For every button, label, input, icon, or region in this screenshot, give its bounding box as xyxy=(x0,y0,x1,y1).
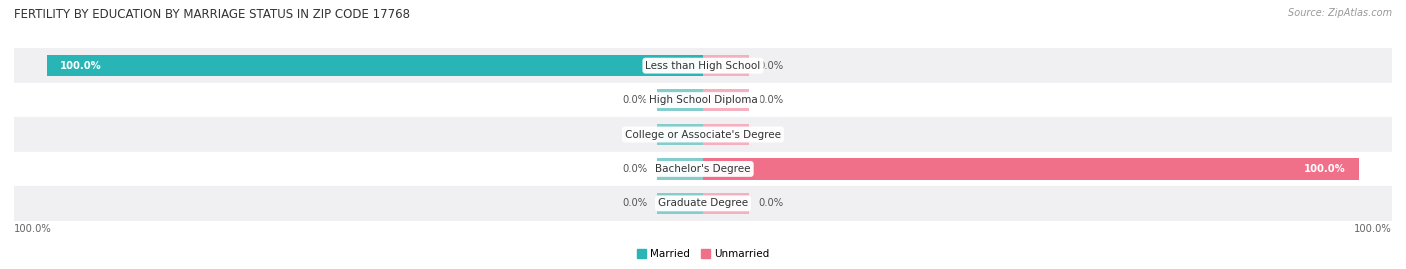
Text: 0.0%: 0.0% xyxy=(759,95,785,105)
Bar xyxy=(46,55,703,76)
Text: 0.0%: 0.0% xyxy=(621,95,647,105)
Text: Less than High School: Less than High School xyxy=(645,61,761,71)
Bar xyxy=(703,89,749,111)
Text: High School Diploma: High School Diploma xyxy=(648,95,758,105)
Bar xyxy=(14,117,1392,152)
Bar xyxy=(657,158,703,180)
Text: Bachelor's Degree: Bachelor's Degree xyxy=(655,164,751,174)
Bar xyxy=(657,124,703,145)
Bar xyxy=(657,193,703,214)
Text: 0.0%: 0.0% xyxy=(621,129,647,140)
Text: 100.0%: 100.0% xyxy=(1354,224,1392,234)
Bar xyxy=(14,152,1392,186)
Text: FERTILITY BY EDUCATION BY MARRIAGE STATUS IN ZIP CODE 17768: FERTILITY BY EDUCATION BY MARRIAGE STATU… xyxy=(14,8,411,21)
Text: 100.0%: 100.0% xyxy=(60,61,101,71)
Text: 100.0%: 100.0% xyxy=(14,224,52,234)
Bar xyxy=(14,186,1392,221)
Text: College or Associate's Degree: College or Associate's Degree xyxy=(626,129,780,140)
Legend: Married, Unmarried: Married, Unmarried xyxy=(633,245,773,264)
Bar xyxy=(14,83,1392,117)
Text: 0.0%: 0.0% xyxy=(759,129,785,140)
Bar xyxy=(703,193,749,214)
Text: Graduate Degree: Graduate Degree xyxy=(658,198,748,208)
Bar xyxy=(14,48,1392,83)
Text: 0.0%: 0.0% xyxy=(759,61,785,71)
Text: 0.0%: 0.0% xyxy=(759,198,785,208)
Text: 0.0%: 0.0% xyxy=(621,164,647,174)
Bar xyxy=(703,124,749,145)
Text: 100.0%: 100.0% xyxy=(1305,164,1346,174)
Text: 0.0%: 0.0% xyxy=(621,198,647,208)
Bar xyxy=(657,89,703,111)
Bar xyxy=(703,55,749,76)
Text: Source: ZipAtlas.com: Source: ZipAtlas.com xyxy=(1288,8,1392,18)
Bar xyxy=(703,158,1360,180)
